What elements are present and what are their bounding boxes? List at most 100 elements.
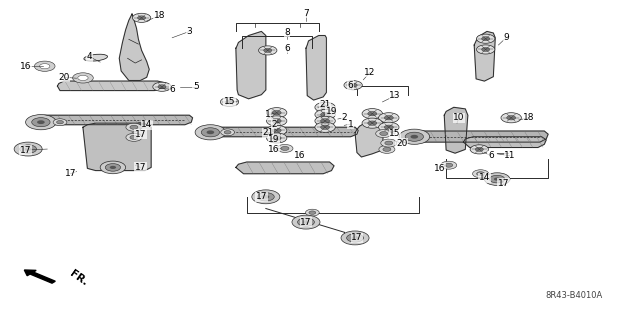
Circle shape: [445, 163, 452, 167]
Text: 11: 11: [504, 151, 516, 160]
Circle shape: [298, 218, 314, 226]
FancyArrow shape: [24, 270, 55, 283]
Text: 17: 17: [20, 145, 31, 154]
Text: 12: 12: [364, 68, 376, 77]
Circle shape: [321, 105, 330, 109]
Circle shape: [109, 166, 116, 169]
Circle shape: [507, 115, 516, 120]
Circle shape: [130, 125, 138, 129]
Circle shape: [472, 170, 488, 178]
Circle shape: [153, 82, 171, 91]
Circle shape: [476, 147, 483, 152]
Text: 18: 18: [524, 113, 535, 122]
Text: 17: 17: [498, 179, 509, 188]
Text: 19: 19: [326, 107, 337, 116]
Circle shape: [40, 64, 50, 69]
Polygon shape: [444, 107, 468, 153]
Text: 17: 17: [134, 163, 146, 172]
Text: 16: 16: [268, 145, 280, 154]
Circle shape: [292, 215, 320, 229]
Circle shape: [321, 125, 330, 130]
Text: 1: 1: [265, 110, 271, 119]
Text: 8: 8: [284, 28, 290, 37]
Circle shape: [482, 37, 490, 41]
Circle shape: [309, 211, 316, 214]
Circle shape: [477, 34, 495, 43]
Circle shape: [266, 133, 287, 143]
Circle shape: [272, 110, 281, 115]
Text: 2: 2: [271, 120, 277, 129]
Polygon shape: [306, 35, 326, 100]
Text: 17: 17: [300, 218, 312, 226]
Polygon shape: [408, 131, 548, 142]
Circle shape: [259, 46, 277, 55]
Circle shape: [362, 118, 383, 128]
Circle shape: [272, 136, 281, 140]
Text: 7: 7: [303, 9, 309, 18]
Circle shape: [341, 231, 369, 245]
Circle shape: [262, 195, 269, 198]
Circle shape: [303, 220, 310, 224]
Circle shape: [383, 147, 391, 152]
Circle shape: [195, 125, 226, 140]
Polygon shape: [355, 115, 384, 157]
Text: 14: 14: [479, 173, 490, 182]
Circle shape: [281, 146, 289, 151]
Circle shape: [347, 234, 364, 242]
Circle shape: [379, 113, 399, 123]
Circle shape: [72, 73, 93, 83]
Circle shape: [266, 116, 287, 126]
Text: 6: 6: [348, 81, 353, 90]
Text: 21: 21: [319, 100, 331, 109]
Circle shape: [441, 161, 457, 169]
Polygon shape: [474, 32, 495, 81]
Circle shape: [132, 13, 151, 22]
Text: 13: 13: [390, 91, 401, 100]
Circle shape: [368, 111, 377, 116]
Circle shape: [379, 145, 395, 153]
Text: 6: 6: [284, 44, 290, 53]
Text: 15: 15: [390, 129, 401, 138]
Circle shape: [257, 193, 275, 201]
Text: 17: 17: [134, 130, 146, 139]
Circle shape: [221, 129, 234, 136]
Circle shape: [351, 236, 358, 240]
Circle shape: [482, 48, 490, 51]
Circle shape: [477, 45, 495, 54]
Text: 21: 21: [262, 128, 273, 137]
Text: 6: 6: [170, 85, 175, 94]
Circle shape: [266, 125, 287, 136]
Text: 16: 16: [294, 151, 305, 160]
Circle shape: [477, 172, 484, 176]
Text: 15: 15: [224, 97, 236, 107]
Circle shape: [305, 209, 319, 216]
Circle shape: [201, 128, 220, 137]
Circle shape: [53, 119, 67, 126]
Circle shape: [220, 97, 239, 107]
Circle shape: [252, 190, 280, 204]
Circle shape: [315, 102, 335, 112]
Circle shape: [315, 109, 335, 120]
Circle shape: [470, 145, 488, 154]
Circle shape: [501, 113, 522, 123]
Circle shape: [224, 130, 231, 134]
Text: 17: 17: [65, 169, 76, 178]
Text: 20: 20: [396, 138, 407, 148]
Text: 18: 18: [154, 11, 165, 20]
Circle shape: [35, 61, 55, 71]
Polygon shape: [463, 137, 546, 147]
Circle shape: [32, 118, 50, 127]
Circle shape: [277, 145, 293, 152]
Circle shape: [20, 145, 36, 153]
Circle shape: [315, 122, 335, 132]
Circle shape: [78, 75, 88, 80]
Circle shape: [376, 130, 392, 137]
Circle shape: [362, 108, 383, 119]
Circle shape: [344, 81, 362, 90]
Circle shape: [126, 133, 142, 141]
Circle shape: [321, 112, 330, 117]
Text: 17: 17: [351, 234, 363, 242]
Circle shape: [272, 128, 281, 133]
Circle shape: [37, 120, 45, 124]
Circle shape: [225, 100, 234, 104]
